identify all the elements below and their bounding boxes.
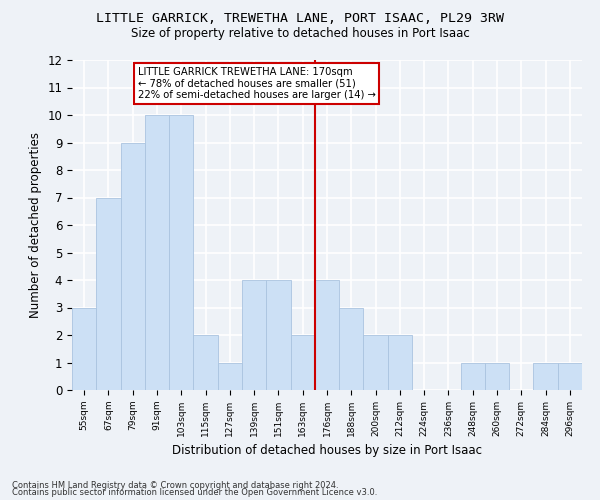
Bar — [558, 362, 582, 390]
Bar — [339, 308, 364, 390]
Y-axis label: Number of detached properties: Number of detached properties — [29, 132, 42, 318]
Bar — [364, 335, 388, 390]
Text: Contains public sector information licensed under the Open Government Licence v3: Contains public sector information licen… — [12, 488, 377, 497]
Bar — [315, 280, 339, 390]
Bar — [266, 280, 290, 390]
Text: Size of property relative to detached houses in Port Isaac: Size of property relative to detached ho… — [131, 28, 469, 40]
Bar — [218, 362, 242, 390]
Bar — [72, 308, 96, 390]
Bar — [121, 142, 145, 390]
Bar — [193, 335, 218, 390]
X-axis label: Distribution of detached houses by size in Port Isaac: Distribution of detached houses by size … — [172, 444, 482, 458]
Bar — [388, 335, 412, 390]
Bar — [485, 362, 509, 390]
Bar — [96, 198, 121, 390]
Text: Contains HM Land Registry data © Crown copyright and database right 2024.: Contains HM Land Registry data © Crown c… — [12, 480, 338, 490]
Text: LITTLE GARRICK TREWETHA LANE: 170sqm
← 78% of detached houses are smaller (51)
2: LITTLE GARRICK TREWETHA LANE: 170sqm ← 7… — [137, 67, 376, 100]
Bar — [169, 115, 193, 390]
Bar — [461, 362, 485, 390]
Text: LITTLE GARRICK, TREWETHA LANE, PORT ISAAC, PL29 3RW: LITTLE GARRICK, TREWETHA LANE, PORT ISAA… — [96, 12, 504, 26]
Bar — [533, 362, 558, 390]
Bar — [242, 280, 266, 390]
Bar — [290, 335, 315, 390]
Bar — [145, 115, 169, 390]
